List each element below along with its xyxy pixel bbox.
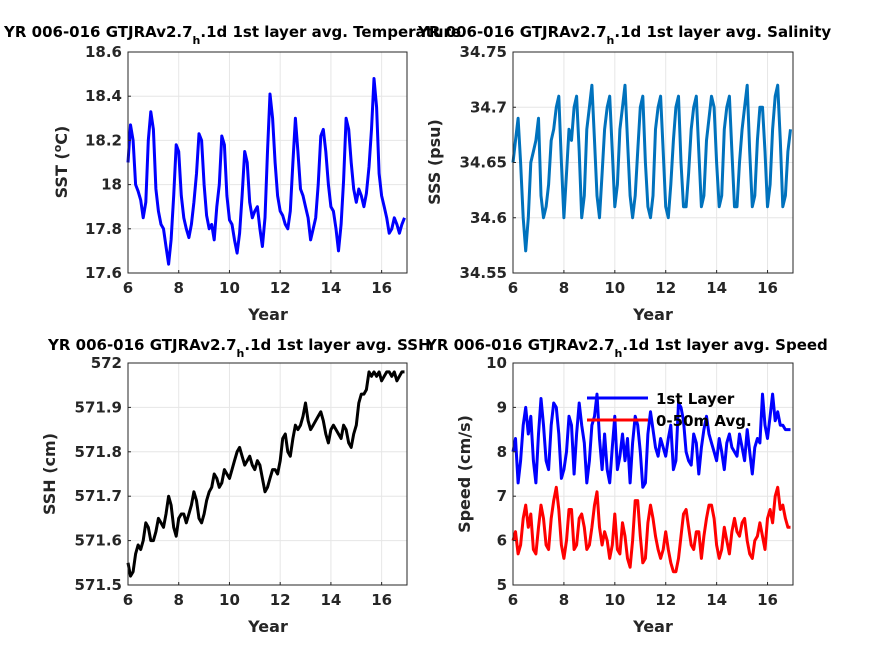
x-tick-label: 6 (123, 279, 133, 297)
x-tick-label: 8 (174, 279, 184, 297)
x-tick-label: 14 (706, 591, 727, 609)
y-tick-label: 9 (497, 398, 507, 416)
x-tick-label: 16 (757, 279, 778, 297)
y-tick-label: 8 (497, 443, 507, 461)
x-tick-label: 14 (320, 591, 341, 609)
series-line-0-50m-avg (511, 485, 791, 574)
x-axis-label-ssh: Year (247, 617, 288, 636)
x-axis-label-speed: Year (632, 617, 673, 636)
plot-frame-speed (512, 362, 794, 586)
y-tick-label: 7 (497, 487, 507, 505)
plot-frame-sst (127, 51, 408, 274)
chart-title-sst: YR 006-016 GTJRAv2.7h.1d 1st layer avg. … (3, 23, 461, 47)
y-tick-label: 571.8 (75, 443, 122, 461)
x-tick-label: 16 (371, 279, 392, 297)
x-tick-label: 12 (655, 279, 676, 297)
y-tick-label: 34.65 (460, 154, 507, 172)
x-tick-label: 8 (559, 279, 569, 297)
x-axis-label-sst: Year (247, 305, 288, 324)
x-tick-label: 12 (655, 591, 676, 609)
y-tick-label: 5 (497, 576, 507, 594)
x-tick-label: 14 (706, 279, 727, 297)
y-tick-label: 17.6 (85, 264, 122, 282)
panel-sss: 6 8 10 12 14 16 34.55 34.6 34.65 34.7 34.75 YR 006… (417, 23, 831, 324)
panel-sst: 6 8 10 12 14 16 17.6 17.8 18 18.2 18.4 18.6 YR 006-… (3, 23, 461, 324)
y-axis-label-sss: SSS (psu) (425, 119, 444, 205)
x-tick-label: 6 (508, 591, 518, 609)
x-tick-label: 8 (174, 591, 184, 609)
y-tick-label: 18 (101, 176, 122, 194)
x-tick-label: 6 (508, 279, 518, 297)
x-tick-label: 10 (219, 279, 240, 297)
y-tick-label: 34.7 (470, 98, 507, 116)
chart-title-sss: YR 006-016 GTJRAv2.7h.1d 1st layer avg. … (417, 23, 831, 47)
x-tick-label: 12 (270, 591, 291, 609)
y-tick-label: 18.2 (85, 131, 122, 149)
panel-ssh: 6 8 10 12 14 16 571.5 571.6 571.7 571.8 571.9 572 Y… (40, 336, 431, 636)
legend-label-0-50m-avg: 0-50m Avg. (656, 412, 752, 430)
x-tick-label: 10 (219, 591, 240, 609)
chart-title-speed: YR 006-016 GTJRAv2.7h.1d 1st layer avg. … (425, 336, 828, 360)
y-tick-label: 34.6 (470, 209, 507, 227)
y-tick-label: 572 (91, 354, 122, 372)
y-axis-label-ssh: SSH (cm) (40, 433, 59, 515)
y-axis-label-speed: Speed (cm/s) (455, 415, 474, 533)
y-tick-label: 18.6 (85, 43, 122, 61)
plot-frame-ssh (127, 362, 408, 586)
series-line-sst (126, 77, 406, 266)
y-tick-label: 10 (486, 354, 507, 372)
x-tick-label: 16 (757, 591, 778, 609)
series-line-1st-layer (511, 392, 791, 489)
legend-label-1st-layer: 1st Layer (656, 390, 735, 408)
y-tick-label: 34.75 (460, 43, 507, 61)
y-tick-label: 571.5 (75, 576, 122, 594)
y-axis-label-sst: SST (oC) (51, 126, 71, 199)
legend: 1st Layer 0-50m Avg. (587, 390, 752, 430)
series-line-sss (511, 83, 792, 253)
x-tick-label: 6 (123, 591, 133, 609)
y-tick-label: 6 (497, 532, 507, 550)
x-tick-label: 8 (559, 591, 569, 609)
plot-area-ssh (128, 363, 407, 585)
x-axis-label-sss: Year (632, 305, 673, 324)
y-tick-label: 571.7 (75, 487, 122, 505)
y-tick-label: 34.55 (460, 264, 507, 282)
series-line-ssh (126, 370, 405, 578)
y-tick-label: 17.8 (85, 220, 122, 238)
chart-title-ssh: YR 006-016 GTJRAv2.7h.1d 1st layer avg. … (47, 336, 431, 360)
x-tick-label: 14 (320, 279, 341, 297)
y-tick-label: 571.9 (75, 398, 122, 416)
x-tick-label: 16 (371, 591, 392, 609)
y-tick-label: 571.6 (75, 532, 122, 550)
y-tick-label: 18.4 (85, 87, 122, 105)
x-tick-label: 10 (604, 279, 625, 297)
x-tick-label: 12 (270, 279, 291, 297)
x-tick-label: 10 (604, 591, 625, 609)
